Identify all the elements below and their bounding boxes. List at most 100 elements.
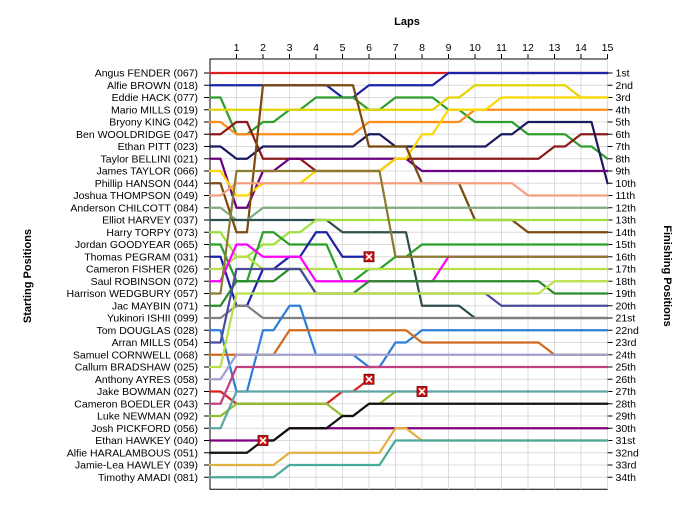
starting-position-label: Samuel CORNWELL (068): [73, 349, 198, 361]
label-layer: Laps Starting Positions Finishing Positi…: [22, 16, 673, 484]
x-tick-label: 2: [260, 42, 266, 54]
starting-position-label: Cameron FISHER (026): [86, 264, 198, 276]
finishing-position-label: 33rd: [616, 460, 637, 472]
finishing-position-label: 2nd: [616, 80, 634, 92]
starting-position-label: Ethan HAWKEY (040): [95, 435, 198, 447]
starting-position-label: Anderson CHILCOTT (084): [70, 202, 198, 214]
series-line: [208, 218, 609, 258]
starting-position-label: Phillip HANSON (044): [95, 178, 198, 190]
finishing-position-label: 19th: [616, 288, 637, 300]
retirement-marker-cross: [365, 375, 373, 383]
finishing-position-label: 13th: [616, 215, 637, 227]
starting-position-label: Elliot HARVEY (037): [102, 215, 198, 227]
x-tick-label: 3: [287, 42, 293, 54]
starting-position-label: Angus FENDER (067): [95, 68, 198, 80]
retirement-marker: [416, 386, 428, 397]
starting-position-label: Tom DOUGLAS (028): [96, 325, 198, 337]
finishing-position-label: 5th: [616, 117, 631, 129]
finishing-position-label: 21st: [616, 313, 636, 325]
starting-position-label: Jordan GOODYEAR (065): [75, 239, 198, 251]
starting-position-label: Alfie HARALAMBOUS (051): [67, 447, 198, 459]
x-tick-label: 6: [366, 42, 372, 54]
series-line: [208, 169, 609, 295]
starting-position-label: Thomas PEGRAM (031): [84, 251, 198, 263]
finishing-position-label: 7th: [616, 141, 631, 153]
finishing-position-label: 8th: [616, 153, 631, 165]
x-tick-label: 8: [419, 42, 425, 54]
starting-position-label: Eddie HACK (077): [112, 92, 198, 104]
series-line: [208, 390, 609, 430]
x-tick-label: 14: [575, 42, 587, 54]
series-line: [208, 108, 609, 136]
x-tick-label: 12: [522, 42, 534, 54]
finishing-position-label: 10th: [616, 178, 637, 190]
finishing-position-label: 16th: [616, 251, 637, 263]
x-tick-label: 5: [340, 42, 346, 54]
series-line: [208, 84, 609, 234]
starting-position-label: Ethan PITT (023): [118, 141, 198, 153]
x-tick-label: 11: [496, 42, 507, 54]
retirement-marker: [363, 373, 375, 385]
starting-position-label: Mario MILLS (019): [111, 104, 198, 116]
finishing-position-label: 12th: [616, 202, 637, 214]
series-line: [208, 353, 609, 381]
starting-position-label: Arran MILLS (054): [112, 337, 198, 349]
finishing-position-label: 6th: [616, 129, 631, 141]
finishing-position-label: 11th: [616, 190, 636, 202]
starting-position-label: Joshua THOMPSON (049): [73, 190, 198, 202]
starting-position-label: Ben WOOLDRIDGE (047): [76, 129, 198, 141]
plot-frame: [209, 58, 608, 490]
starting-position-label: Jake BOWMAN (027): [97, 386, 198, 398]
finishing-position-label: 15th: [616, 239, 637, 251]
starting-position-label: Callum BRADSHAW (025): [75, 362, 198, 374]
series-line: [208, 304, 609, 320]
finishing-position-label: 24th: [616, 349, 637, 361]
grid-layer: [204, 54, 613, 490]
starting-position-label: Luke NEWMAN (092): [97, 411, 198, 423]
series-line: [208, 280, 609, 369]
y-axis-title-right: Finishing Positions: [661, 225, 673, 326]
series-line: [208, 439, 609, 479]
retirement-marker-cross: [418, 387, 426, 396]
finishing-position-label: 3rd: [616, 92, 631, 104]
starting-position-label: Jamie-Lea HAWLEY (039): [75, 460, 198, 472]
series-line: [208, 182, 609, 197]
marker-layer: [257, 251, 428, 446]
finishing-position-label: 32nd: [616, 447, 640, 459]
x-tick-label: 13: [549, 42, 561, 54]
finishing-position-label: 1st: [616, 68, 630, 80]
finishing-position-label: 29th: [616, 411, 637, 423]
finishing-position-label: 20th: [616, 300, 637, 312]
retirement-marker: [363, 251, 375, 263]
x-tick-label: 7: [393, 42, 399, 54]
finishing-position-label: 28th: [616, 398, 637, 410]
starting-position-label: Jac MAYBIN (071): [112, 300, 198, 312]
finishing-position-label: 25th: [616, 362, 637, 374]
starting-position-label: Anthony AYRES (058): [95, 374, 198, 386]
starting-position-label: Taylor BELLINI (021): [101, 153, 198, 165]
finishing-position-label: 4th: [616, 104, 631, 116]
y-axis-title-left: Starting Positions: [22, 229, 34, 323]
series-line: [208, 365, 609, 405]
starting-position-label: Yukinori ISHII (099): [107, 313, 198, 325]
starting-position-label: Alfie BROWN (018): [107, 80, 198, 92]
finishing-position-label: 26th: [616, 374, 637, 386]
x-axis-title: Laps: [394, 16, 420, 28]
starting-position-label: James TAYLOR (066): [96, 166, 198, 178]
retirement-marker-cross: [365, 253, 373, 261]
series-line: [208, 267, 609, 307]
starting-position-label: Harry TORPY (073): [106, 227, 198, 239]
series-line: [208, 84, 609, 111]
finishing-position-label: 31st: [616, 435, 636, 447]
starting-position-label: Cameron BOEDLER (043): [74, 398, 198, 410]
starting-position-label: Harrison WEDGBURY (057): [67, 288, 198, 300]
starting-position-label: Josh PICKFORD (056): [91, 423, 198, 435]
series-line: [208, 255, 609, 271]
series-line: [208, 96, 609, 197]
series-line: [208, 231, 371, 307]
x-tick-label: 1: [234, 42, 240, 54]
starting-position-label: Bryony KING (042): [109, 117, 198, 129]
x-tick-label: 10: [469, 42, 481, 54]
finishing-position-label: 17th: [616, 264, 637, 276]
